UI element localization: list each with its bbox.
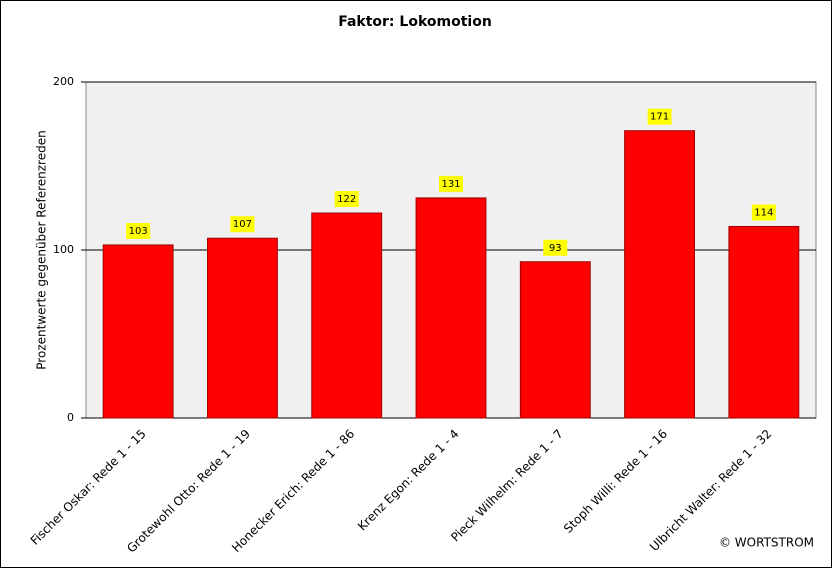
value-label: 103 — [129, 226, 148, 237]
credit: © WORTSTROM — [719, 536, 814, 550]
value-label: 107 — [233, 219, 252, 230]
bar — [311, 212, 383, 419]
value-label-box — [439, 175, 463, 192]
value-label: 122 — [337, 194, 356, 205]
value-label-box — [126, 222, 151, 239]
value-label: 114 — [754, 207, 773, 218]
y-tick-label: 200 — [53, 75, 74, 88]
y-tick-label: 0 — [67, 411, 74, 424]
value-label-box — [334, 191, 359, 208]
bar — [728, 225, 800, 419]
value-label-box — [647, 108, 672, 125]
value-label-box — [543, 239, 568, 256]
value-label: 131 — [441, 179, 460, 190]
value-label: 93 — [549, 243, 562, 254]
bar — [102, 244, 174, 419]
bar — [206, 237, 278, 419]
value-label-box — [751, 204, 776, 221]
y-axis-label: Prozentwerte gegenüber Referenzreden — [35, 130, 49, 369]
bar — [624, 130, 696, 419]
bar — [519, 261, 591, 419]
chart-title: Faktor: Lokomotion — [338, 14, 492, 30]
value-label: 171 — [650, 112, 669, 123]
y-tick-label: 100 — [53, 243, 74, 256]
bar — [415, 197, 487, 419]
value-label-box — [230, 216, 255, 233]
